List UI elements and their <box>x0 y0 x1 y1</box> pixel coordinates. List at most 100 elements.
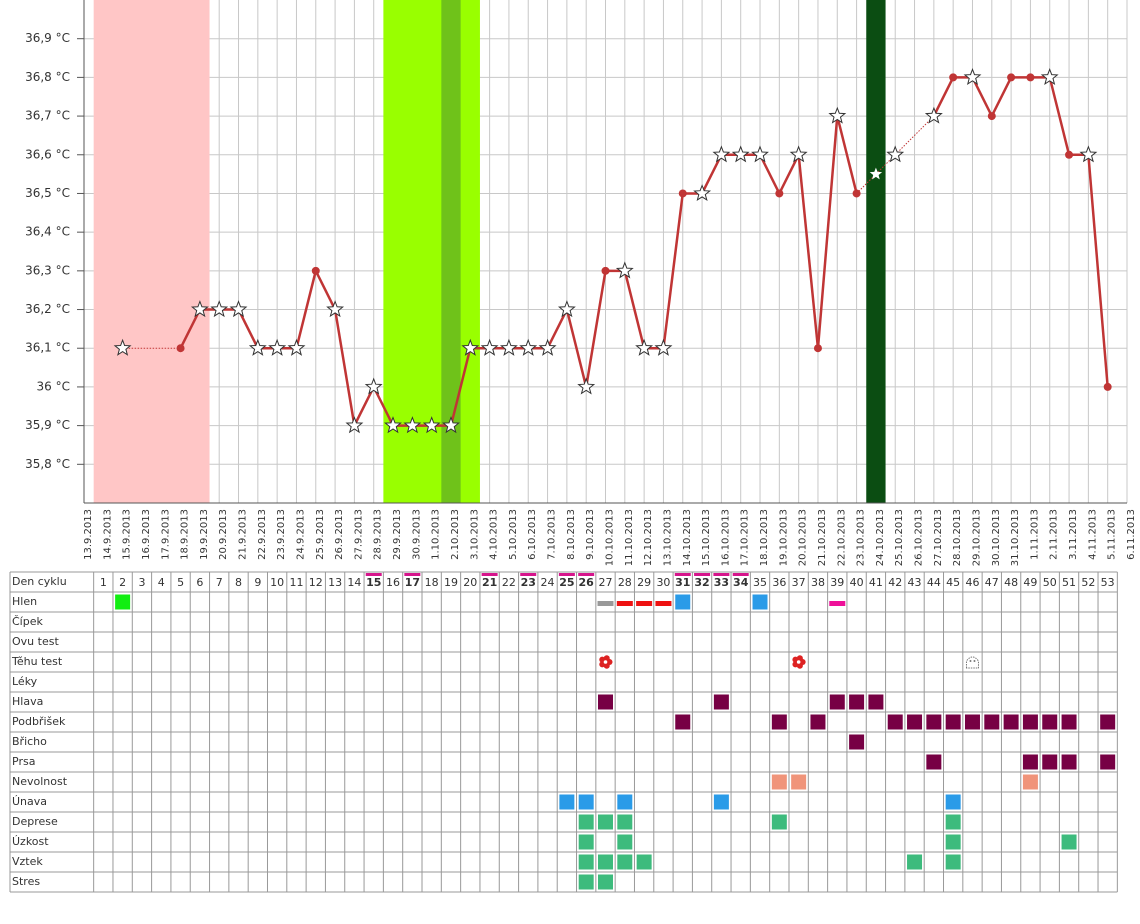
star-marker <box>210 300 229 318</box>
x-tick-label: 25.10.2013 <box>894 509 905 566</box>
symptom-box <box>944 793 962 811</box>
symptom-box <box>674 593 692 611</box>
star-marker <box>229 300 248 318</box>
row-label: Podbřišek <box>12 715 66 728</box>
star-marker <box>268 338 287 356</box>
x-tick-label: 7.10.2013 <box>547 509 558 560</box>
line-segment <box>623 270 646 349</box>
cycle-day: 39 <box>830 576 844 589</box>
petal-center <box>603 660 608 664</box>
symptom-box <box>751 593 769 611</box>
phase-band <box>866 0 886 503</box>
x-tick-label: 21.9.2013 <box>238 509 249 560</box>
dotted-segment <box>894 115 935 156</box>
x-tick-label: 16.9.2013 <box>141 509 152 560</box>
symptom-box <box>712 793 730 811</box>
cycle-day: 12 <box>309 576 323 589</box>
line-segment <box>816 115 839 349</box>
symptom-box <box>577 853 595 871</box>
line-segment <box>353 386 375 427</box>
day-highlight <box>578 573 595 576</box>
cycle-day: 27 <box>599 576 613 589</box>
cycle-day: 15 <box>366 576 381 589</box>
y-tick-label: 36,8 °C <box>25 70 70 84</box>
row-label: Stres <box>12 875 40 888</box>
dot-marker <box>1007 73 1016 82</box>
star-marker <box>693 184 712 202</box>
ghost <box>965 656 979 669</box>
cycle-day: 24 <box>541 576 555 589</box>
row-label: Deprese <box>12 815 58 828</box>
y-tick-label: 36,2 °C <box>25 302 70 316</box>
star-marker <box>635 338 654 356</box>
symptom-box <box>770 813 788 831</box>
x-tick-label: 1.11.2013 <box>1029 509 1040 560</box>
line-segment <box>990 76 1013 117</box>
x-tick-label: 19.10.2013 <box>778 509 789 566</box>
cycle-day: 2 <box>119 576 126 589</box>
symptom-box <box>944 833 962 851</box>
y-tick-label: 36,6 °C <box>25 147 70 161</box>
symptom-box <box>906 713 924 731</box>
cycle-day: 25 <box>559 576 574 589</box>
symptom-box <box>558 793 576 811</box>
x-tick-label: 12.10.2013 <box>643 509 654 566</box>
dot-marker <box>1065 150 1074 159</box>
star-marker <box>828 106 847 124</box>
x-tick-label: 23.9.2013 <box>276 509 287 560</box>
test-icon <box>965 656 979 669</box>
symptom-box <box>616 853 634 871</box>
x-tick-label: 1.10.2013 <box>431 509 442 560</box>
cycle-day: 9 <box>254 576 261 589</box>
symptom-box <box>1021 713 1039 731</box>
cycle-day: 20 <box>463 576 477 589</box>
symptom-box <box>1021 773 1039 791</box>
x-tick-label: 8.10.2013 <box>566 509 577 560</box>
x-tick-label: 22.9.2013 <box>257 509 268 560</box>
symptom-box <box>944 853 962 871</box>
star-marker <box>789 145 808 163</box>
cycle-day: 53 <box>1101 576 1115 589</box>
dot-marker <box>311 266 320 275</box>
cycle-day: 41 <box>869 576 883 589</box>
table-header-label: Den cyklu <box>12 575 67 588</box>
line-segment <box>237 308 259 349</box>
row-label: Prsa <box>12 755 35 768</box>
row-label: Léky <box>12 675 38 688</box>
x-tick-label: 11.10.2013 <box>624 509 635 566</box>
line-segment <box>836 115 858 194</box>
line-segment <box>797 154 820 349</box>
eye <box>969 660 972 662</box>
cycle-day: 10 <box>270 576 284 589</box>
star-marker <box>751 145 769 163</box>
star-marker <box>480 338 499 356</box>
symptom-box <box>828 693 846 711</box>
x-tick-label: 5.11.2013 <box>1107 509 1118 560</box>
y-tick-label: 35,9 °C <box>25 418 70 432</box>
x-tick-label: 28.10.2013 <box>952 509 963 566</box>
row-label: Čípek <box>12 615 43 628</box>
cycle-day: 21 <box>482 576 497 589</box>
cycle-day: 23 <box>521 576 536 589</box>
dot-marker <box>813 344 822 353</box>
line-segment <box>758 154 781 195</box>
dot-marker <box>1026 73 1035 82</box>
line-segment <box>1087 154 1109 388</box>
y-tick-label: 36,3 °C <box>25 263 70 277</box>
star-marker <box>384 416 402 434</box>
cycle-day: 40 <box>850 576 864 589</box>
x-tick-label: 27.9.2013 <box>353 509 364 560</box>
cycle-day: 45 <box>946 576 960 589</box>
symptom-box <box>925 713 943 731</box>
cycle-day: 6 <box>196 576 203 589</box>
line-segment <box>372 386 395 427</box>
cycle-day: 36 <box>772 576 786 589</box>
x-tick-label: 13.10.2013 <box>662 509 673 566</box>
line-segment <box>295 270 317 349</box>
x-tick-label: 14.9.2013 <box>102 509 113 560</box>
day-highlight <box>520 573 537 576</box>
cycle-day: 29 <box>637 576 651 589</box>
cycle-day: 49 <box>1023 576 1037 589</box>
x-tick-label: 6.10.2013 <box>527 509 538 560</box>
